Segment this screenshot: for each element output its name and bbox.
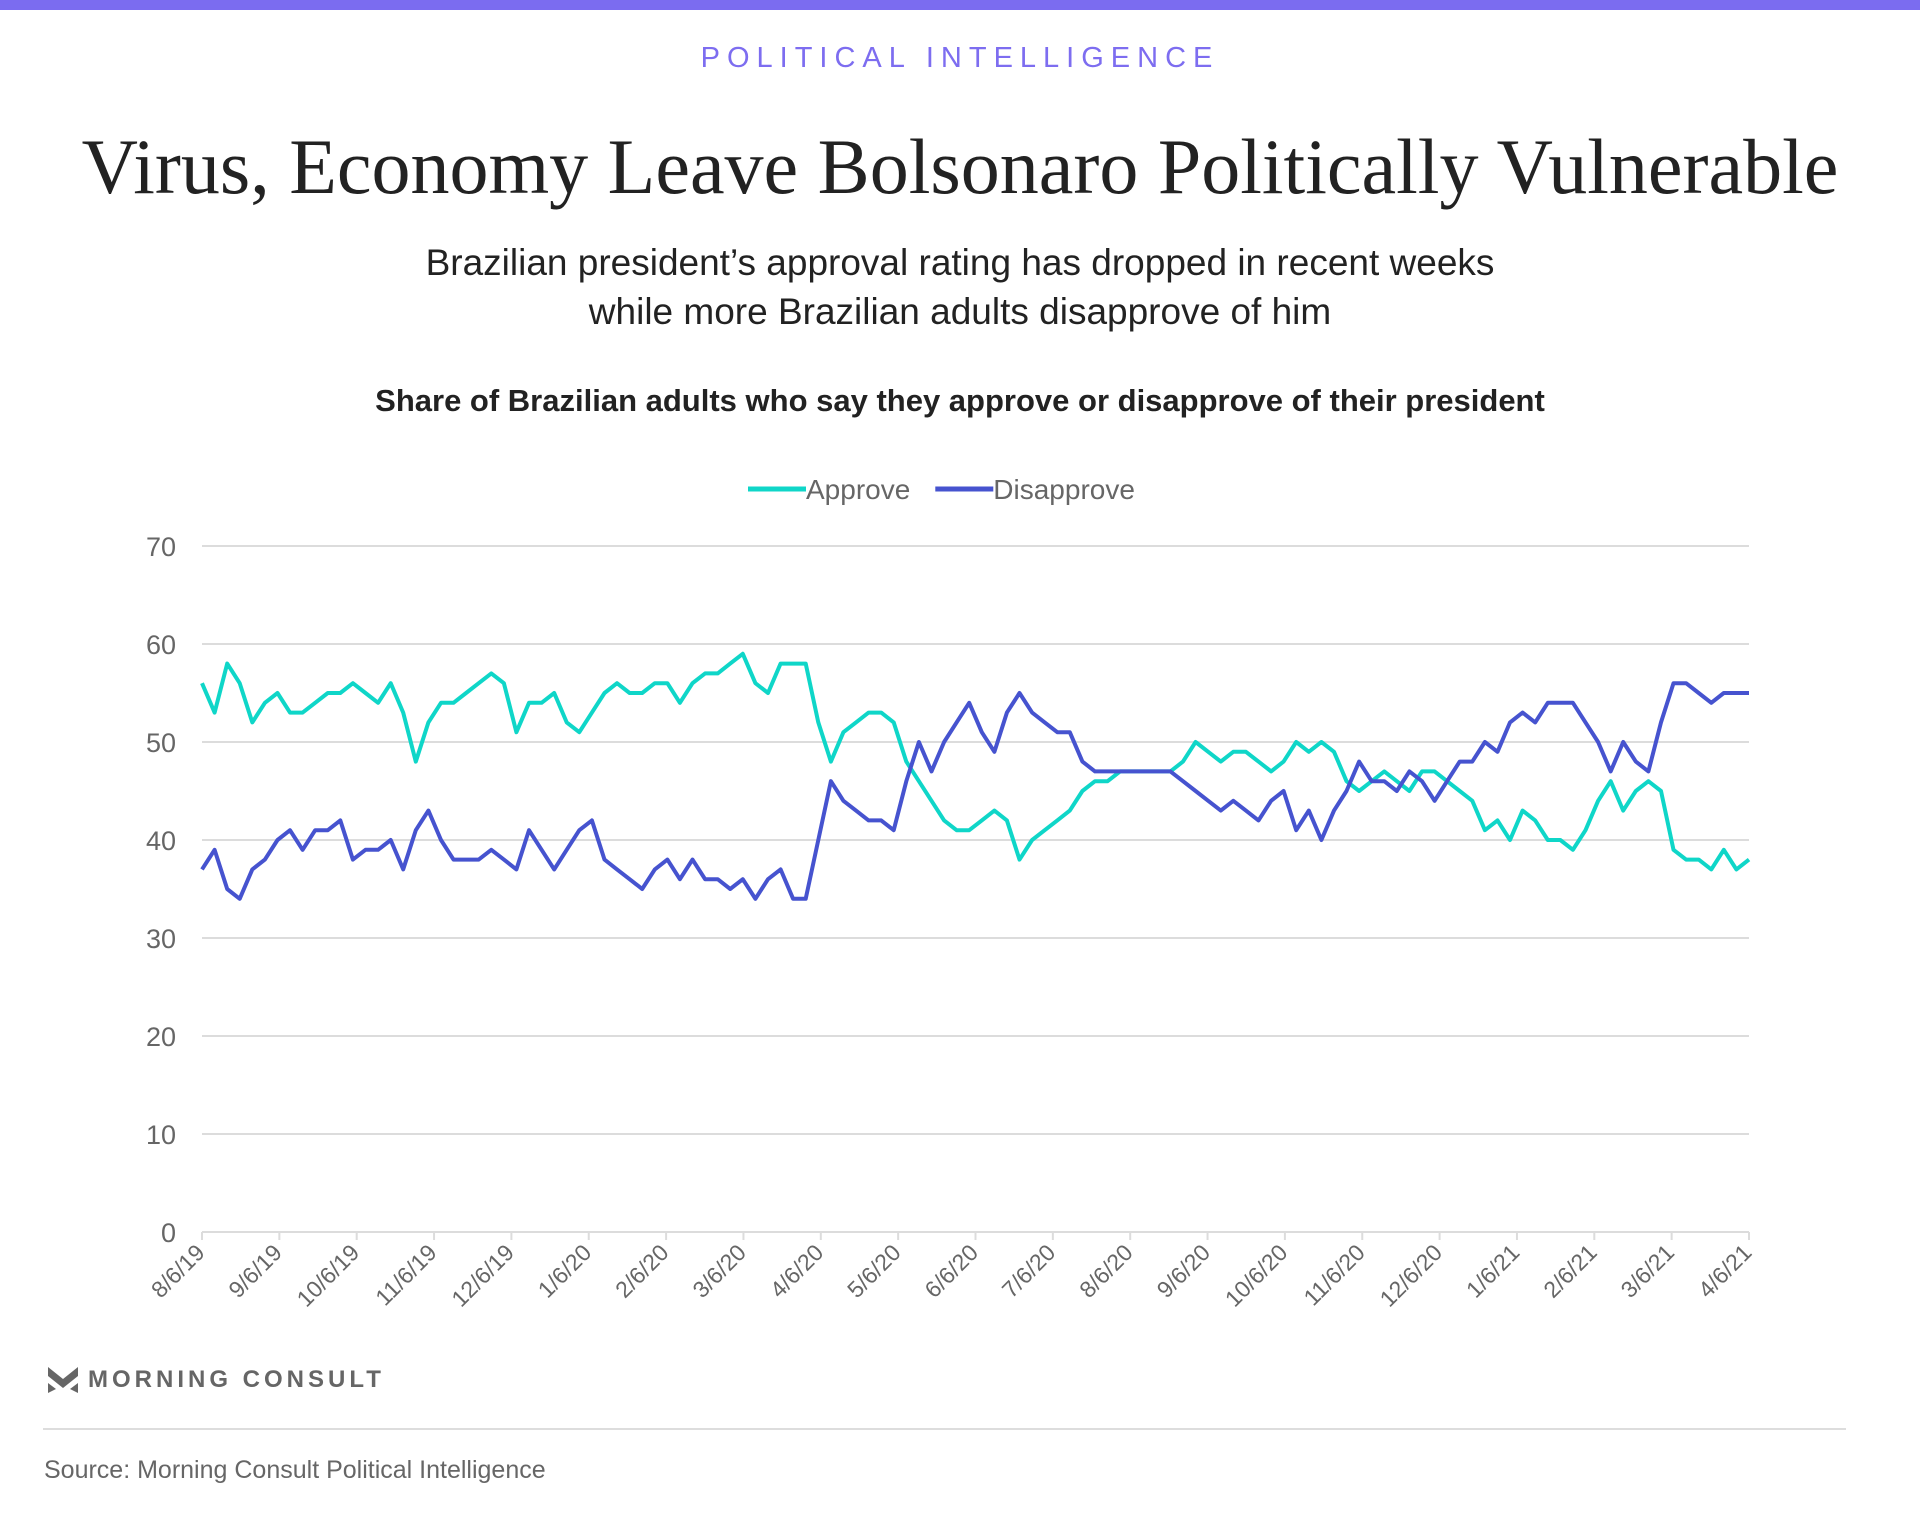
x-tick-label: 9/6/19 — [223, 1239, 287, 1303]
subtitle-line-1: Brazilian president’s approval rating ha… — [425, 242, 1495, 283]
morning-consult-logo: MORNING CONSULT — [48, 1366, 385, 1394]
y-axis: 0 10 20 30 40 50 60 70 — [146, 532, 176, 1248]
subtitle-line-2: while more Brazilian adults disapprove o… — [588, 291, 1332, 332]
legend-label-approve: Approve — [806, 474, 910, 505]
x-tick-label: 1/6/20 — [533, 1239, 597, 1303]
y-tick-label: 70 — [146, 532, 176, 562]
y-tick-label: 30 — [146, 924, 176, 954]
x-tick-label: 2/6/21 — [1538, 1239, 1602, 1303]
logo-chevron-icon — [48, 1367, 78, 1393]
y-tick-label: 60 — [146, 630, 176, 660]
x-tick-label: 3/6/21 — [1616, 1239, 1680, 1303]
y-tick-label: 0 — [161, 1218, 176, 1248]
x-tick-label: 10/6/19 — [292, 1239, 365, 1312]
y-tick-label: 20 — [146, 1022, 176, 1052]
series-lines — [200, 651, 1751, 901]
x-tick-label: 7/6/20 — [997, 1239, 1061, 1303]
logo-text: MORNING CONSULT — [88, 1366, 385, 1393]
chart-heading: Share of Brazilian adults who say they a… — [375, 383, 1545, 418]
y-tick-label: 10 — [146, 1120, 176, 1150]
chart-title: Virus, Economy Leave Bolsonaro Political… — [81, 123, 1839, 210]
x-axis: 8/6/19 9/6/19 10/6/19 11/6/19 12/6/19 1/6/20 2… — [146, 1232, 1757, 1312]
legend: Approve Disapprove — [748, 474, 1135, 505]
x-tick-label: 4/6/20 — [765, 1239, 829, 1303]
y-tick-label: 40 — [146, 826, 176, 856]
series-line-disapprove — [200, 681, 1749, 901]
x-tick-label: 11/6/20 — [1298, 1239, 1369, 1310]
legend-label-disapprove: Disapprove — [993, 474, 1135, 505]
x-tick-label: 4/6/21 — [1693, 1239, 1757, 1303]
x-tick-label: 3/6/20 — [687, 1239, 751, 1303]
x-tick-label: 5/6/20 — [842, 1239, 906, 1303]
top-accent-bar — [0, 0, 1920, 10]
x-tick-label: 12/6/20 — [1374, 1239, 1447, 1312]
x-tick-label: 11/6/19 — [370, 1239, 441, 1310]
source-note: Source: Morning Consult Political Intell… — [44, 1456, 546, 1484]
grid — [202, 545, 1749, 1233]
x-tick-label: 6/6/20 — [919, 1239, 983, 1303]
x-tick-label: 12/6/19 — [446, 1239, 519, 1312]
x-tick-label: 9/6/20 — [1151, 1239, 1215, 1303]
series-line-approve — [200, 651, 1751, 872]
x-tick-label: 8/6/20 — [1074, 1239, 1138, 1303]
x-tick-label: 10/6/20 — [1220, 1239, 1293, 1312]
y-tick-label: 50 — [146, 728, 176, 758]
subtitle: Brazilian president’s approval rating ha… — [0, 238, 1920, 336]
x-tick-label: 8/6/19 — [146, 1239, 210, 1303]
x-tick-label: 1/6/21 — [1461, 1239, 1525, 1303]
x-tick-label: 2/6/20 — [610, 1239, 674, 1303]
footer-divider — [43, 1428, 1846, 1430]
kicker: POLITICAL INTELLIGENCE — [700, 42, 1220, 74]
